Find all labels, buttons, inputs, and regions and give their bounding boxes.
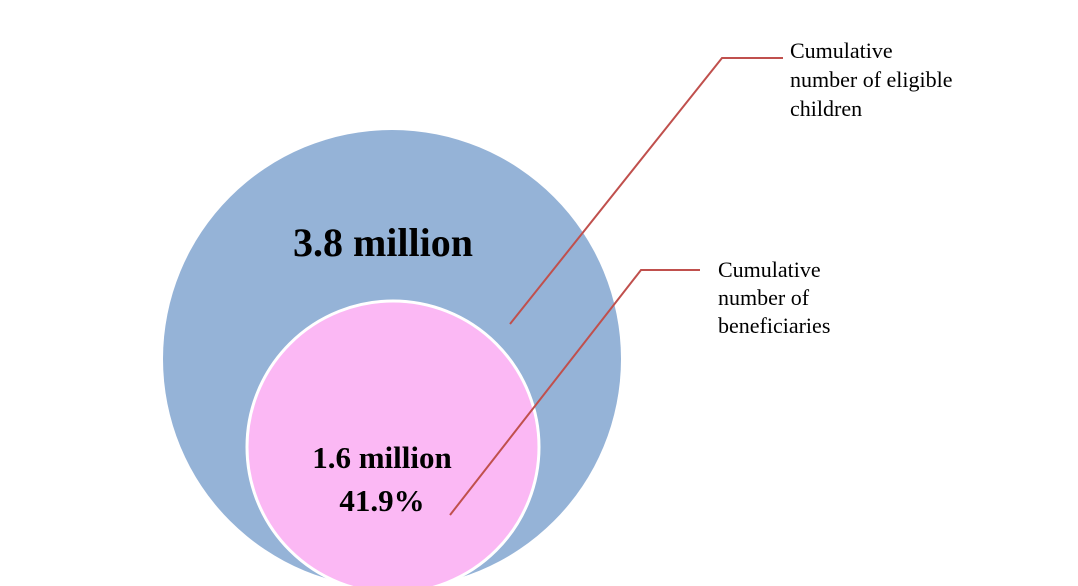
- outer-label: 3.8 million: [293, 220, 473, 265]
- callout-text: number of: [718, 285, 810, 310]
- leader-line: [509, 57, 783, 325]
- inner-percent: 41.9%: [339, 483, 424, 518]
- callout-text: beneficiaries: [718, 313, 830, 338]
- inner-label: 1.6 million: [312, 440, 452, 475]
- callout-text: children: [790, 96, 862, 121]
- inner-circle: [245, 299, 541, 586]
- circles: [163, 130, 621, 586]
- callout-text: Cumulative: [718, 257, 821, 282]
- leader-line: [449, 269, 700, 516]
- callout-text: number of eligible: [790, 67, 953, 92]
- callout-text: Cumulative: [790, 38, 893, 63]
